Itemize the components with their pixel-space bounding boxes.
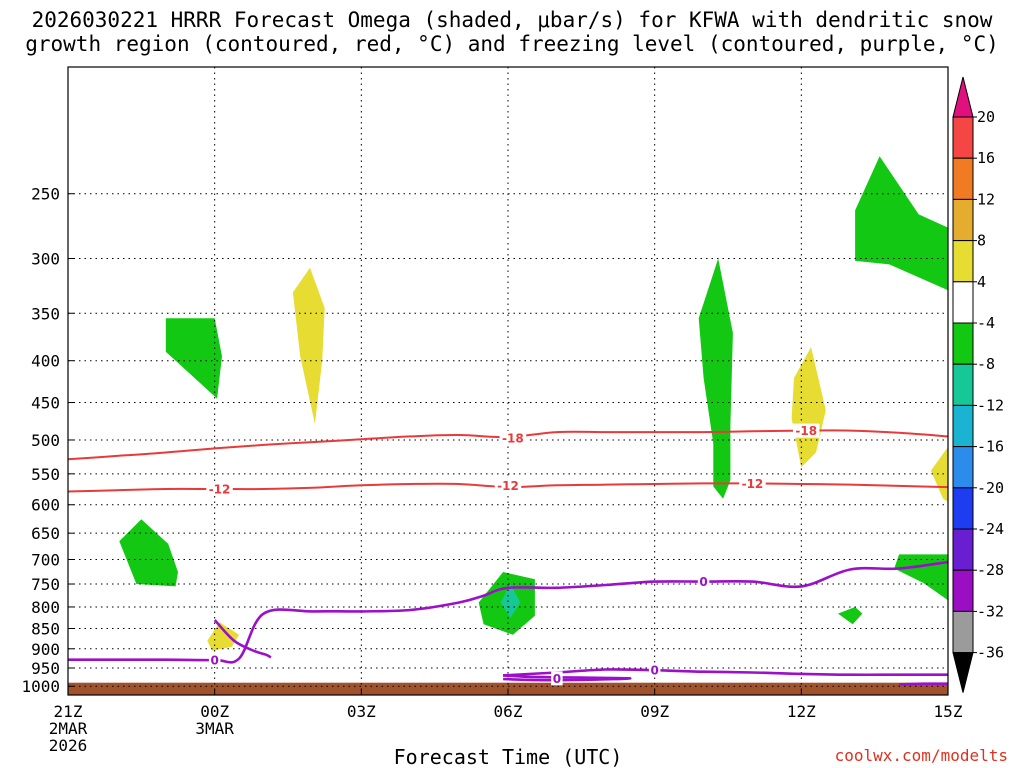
axis-layer: 250 300 350 400 450 500 550 600 650 700 750 800 850 9…: [21, 185, 962, 755]
y-tick-label: 550: [31, 465, 60, 484]
colorbar-bin: [952, 363, 974, 406]
y-tick-label: 300: [31, 249, 60, 268]
contour-label-bg: [499, 430, 527, 445]
x-tick-label: 15Z: [934, 702, 963, 721]
contour-label-bg: [739, 476, 766, 491]
y-tick-label: 350: [31, 304, 60, 323]
colorbar-tick-label: -32: [977, 602, 1004, 620]
y-tick-label: 250: [31, 185, 60, 204]
colorbar-tick-label: 20: [977, 108, 995, 126]
colorbar-top-arrow: [952, 76, 974, 118]
contour-label-bg: [206, 482, 233, 497]
colorbar-tick-label: -4: [977, 314, 995, 332]
y-tick-label: 650: [31, 524, 60, 543]
omega-region-3: [207, 622, 240, 651]
contour-label-bg: [494, 478, 522, 493]
colorbar-bin: [952, 569, 974, 612]
x-tick-label: 09Z: [640, 702, 669, 721]
contour-line-4: [503, 668, 948, 677]
colorbar-tick-label: 8: [977, 232, 986, 250]
omega-region-5: [500, 584, 521, 618]
contour-label-bg: [208, 653, 221, 668]
x-tick-label: 00Z: [200, 702, 229, 721]
colorbar-tick-label: -20: [977, 479, 1004, 497]
x-tick-label: 06Z: [494, 702, 523, 721]
y-tick-label: 900: [31, 640, 60, 659]
x-tick-label: 21Z: [54, 702, 83, 721]
colorbar-tick-label: -28: [977, 561, 1004, 579]
colorbar-tick-label: -12: [977, 396, 1004, 414]
colorbar-bin: [952, 116, 974, 159]
contour-line-6: [899, 682, 949, 686]
y-tick-label: 450: [31, 394, 60, 413]
contour-label-bg: [792, 423, 820, 438]
y-tick-label: 400: [31, 352, 60, 371]
colorbar-tick-label: -8: [977, 355, 995, 373]
contour-line-5: [503, 674, 632, 682]
omega-region-8: [855, 156, 948, 291]
x-tick-label: 3MAR: [195, 719, 234, 738]
credit-link[interactable]: coolwx.com/modelts: [834, 746, 1008, 765]
omega-shading-layer: [119, 156, 948, 651]
colorbar-bin: [952, 446, 974, 489]
colorbar-tick-label: -24: [977, 520, 1004, 538]
contour-label-layer: -18 -18 -12 -12 -12 0 0 0 0: [206, 423, 820, 686]
y-tick-label: 800: [31, 598, 60, 617]
omega-region-10: [894, 554, 948, 601]
contour-label-bg: [551, 671, 563, 686]
contour-label: 0: [699, 575, 707, 589]
omega-region-9: [930, 447, 948, 502]
colorbar-bin: [952, 610, 974, 654]
x-tick-label: 03Z: [347, 702, 376, 721]
colorbar-tick-label: -36: [977, 644, 1004, 662]
contour-label: 0: [553, 672, 561, 686]
y-tick-label: 750: [31, 575, 60, 594]
contour-label: -18: [795, 424, 817, 438]
chart-title: 2026030221 HRRR Forecast Omega (shaded, …: [25, 8, 999, 56]
contour-label: -18: [502, 431, 524, 445]
colorbar-tick-label: 12: [977, 190, 995, 208]
contour-label: -12: [742, 477, 764, 491]
colorbar-tick-label: 4: [977, 273, 986, 291]
colorbar-bin: [952, 322, 974, 365]
y-tick-label: 850: [31, 619, 60, 638]
colorbar: 20 16 12 8 4 -4 -8 -12 -16 -20 -24 -28 -32 -36: [952, 76, 1004, 693]
colorbar-bin: [952, 198, 974, 242]
omega-region-2: [119, 519, 178, 587]
contour-label: 0: [650, 664, 658, 678]
omega-region-1: [292, 267, 325, 424]
colorbar-bin: [952, 528, 974, 571]
omega-region-6: [698, 258, 733, 499]
colorbar-bottom-arrow: [952, 652, 974, 693]
y-tick-label: 600: [31, 496, 60, 515]
colorbar-bin: [952, 157, 974, 200]
x-tick-label: 2026: [49, 736, 88, 755]
omega-region-7: [791, 347, 826, 468]
colorbar-tick-label: 16: [977, 149, 995, 167]
colorbar-bin: [952, 487, 974, 530]
colorbar-tick-label: -16: [977, 438, 1004, 456]
x-axis-label: Forecast Time (UTC): [394, 745, 623, 768]
omega-region-0: [165, 318, 222, 399]
colorbar-bin: [952, 404, 974, 448]
contour-line-3: [213, 619, 272, 659]
contour-label-bg: [697, 574, 710, 589]
x-tick-label: 12Z: [787, 702, 816, 721]
y-tick-label: 700: [31, 551, 60, 570]
contour-label: 0: [210, 654, 218, 668]
omega-region-11: [838, 607, 863, 625]
contour-label: -12: [209, 483, 231, 497]
y-tick-label: 500: [31, 431, 60, 450]
contour-line-2: [67, 560, 949, 664]
y-tick-label: 950: [31, 659, 60, 678]
x-tick-label: 2MAR: [49, 719, 88, 738]
colorbar-bin: [952, 240, 974, 283]
colorbar-bin: [952, 281, 974, 324]
contour-label-bg: [648, 663, 661, 678]
contour-label: -12: [497, 479, 519, 493]
y-tick-label: 1000: [21, 677, 60, 696]
